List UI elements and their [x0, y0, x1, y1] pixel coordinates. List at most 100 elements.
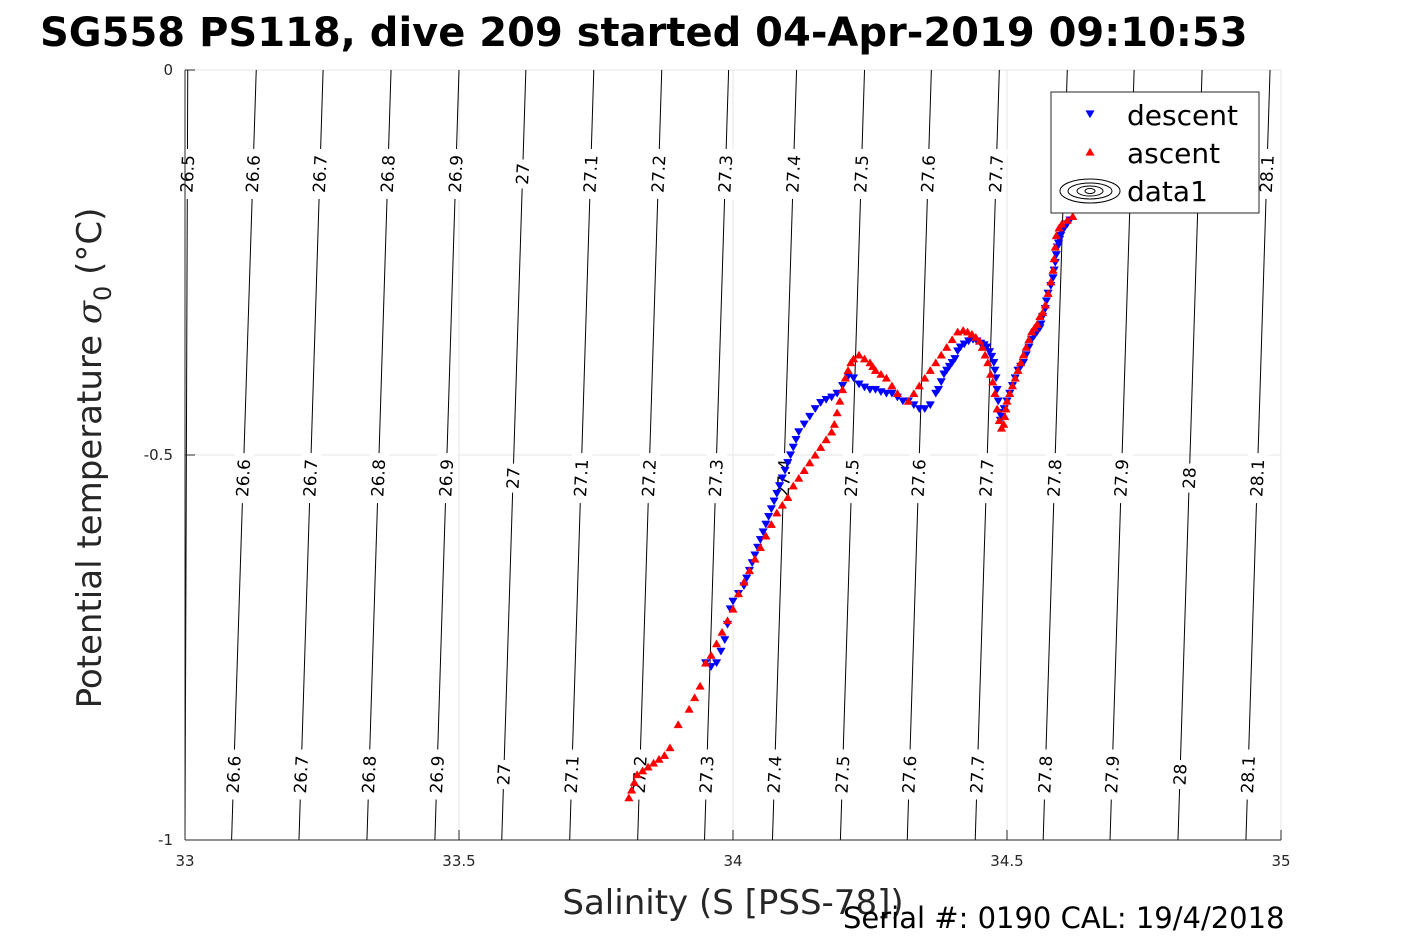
- isopycnal-label: 27.9: [1102, 755, 1124, 794]
- isopycnal-label: 27: [494, 763, 515, 786]
- isopycnal-label: 27.8: [1045, 459, 1067, 498]
- ascent-point: [706, 650, 716, 659]
- isopycnal-label: 27.1: [562, 755, 584, 794]
- isopycnal-label-group: 26.7: [299, 452, 322, 504]
- isopycnal-label-group: 27.1: [560, 749, 584, 801]
- isopycnal-label-group: 26.8: [357, 749, 381, 801]
- ascent-point: [992, 404, 1002, 413]
- descent-point: [947, 358, 957, 367]
- isopycnal-label-background: [840, 452, 864, 504]
- isopycnal-label-background: [366, 452, 390, 504]
- ascent-point: [1001, 404, 1011, 413]
- y-axis-label-unit: (°C): [70, 208, 110, 286]
- ascent-point: [805, 458, 815, 467]
- isopycnal-line-27: [501, 69, 527, 841]
- isopycnal-label-background: [714, 148, 737, 200]
- data-series: [624, 212, 1078, 802]
- ascent-point: [1051, 231, 1061, 240]
- isopycnal-label: 27.1: [581, 155, 603, 194]
- isopycnal-label: 27.3: [706, 459, 728, 498]
- isopycnal-label-group: 27.3: [714, 148, 737, 200]
- ascent-point: [909, 389, 919, 398]
- isopycnal-label-group: 26.7: [308, 148, 332, 200]
- ascent-point: [832, 408, 842, 417]
- isopycnal-label-group: 27: [511, 158, 534, 189]
- descent-point: [777, 474, 787, 483]
- isopycnal-label: 27: [504, 467, 525, 490]
- isopycnal-label: 27: [513, 163, 534, 186]
- ascent-point: [766, 520, 776, 528]
- ascent-point: [695, 681, 705, 690]
- ascent-point: [881, 373, 892, 382]
- descent-point: [914, 405, 924, 414]
- isopycnal-label: 26.6: [233, 459, 255, 498]
- ascent-point: [1013, 366, 1023, 374]
- ascent-point: [958, 325, 968, 334]
- isopycnal-label-background: [299, 452, 322, 504]
- isopycnal-label-group: 27.9: [1100, 749, 1124, 801]
- ascent-point: [1046, 277, 1056, 286]
- ascent-point: [1024, 335, 1034, 344]
- isopycnal-label-group: 27.3: [695, 749, 719, 801]
- isopycnal-label-group: 27: [493, 759, 515, 790]
- descent-point: [942, 366, 952, 375]
- ascent-point: [1043, 289, 1053, 297]
- ascent-point: [843, 366, 853, 374]
- isopycnal-label-group: 27.2: [637, 452, 661, 504]
- isopycnal-label-group: 27.6: [916, 148, 940, 200]
- isopycnal-label: 26.7: [300, 459, 322, 498]
- isopycnal-label-background: [763, 749, 786, 801]
- isopycnal-label-background: [241, 148, 265, 200]
- ascent-point: [632, 770, 642, 779]
- isopycnal-label-background: [434, 452, 458, 504]
- isopycnal-label-group: 26.5: [176, 148, 199, 200]
- ascent-point: [985, 369, 996, 378]
- ascent-point: [673, 720, 683, 729]
- ascent-point: [994, 416, 1004, 424]
- isopycnal-label-group: 27.4: [763, 749, 787, 801]
- ascent-point: [684, 704, 694, 713]
- descent-point: [848, 374, 859, 383]
- isopycnal-label-group: 27.6: [898, 749, 921, 801]
- ascent-point: [947, 335, 957, 344]
- ascent-point: [755, 543, 766, 552]
- isopycnal-label: 27.4: [765, 755, 787, 794]
- ascent-point: [1040, 300, 1050, 309]
- isopycnal-label-group: 28.1: [1245, 452, 1269, 504]
- descent-point: [939, 370, 949, 379]
- ascent-point: [1027, 327, 1037, 336]
- isopycnal-label: 26.9: [427, 755, 449, 794]
- isopycnal-label-background: [1169, 759, 1191, 790]
- ascent-point: [980, 350, 990, 359]
- ascent-point: [626, 785, 637, 794]
- y-tick-label: -0.5: [144, 446, 173, 464]
- isopycnal-label-group: 27.8: [1033, 749, 1057, 801]
- isopycnal-label-group: 27.8: [1043, 452, 1067, 504]
- ascent-point: [936, 350, 946, 359]
- ascent-point: [1002, 396, 1012, 405]
- descent-point: [950, 355, 960, 364]
- isopycnal-label-group: 28.1: [1255, 148, 1279, 200]
- descent-point: [936, 378, 946, 387]
- ascent-point: [772, 508, 782, 517]
- isopycnal-label-group: 27.7: [975, 452, 999, 504]
- ascent-point: [868, 362, 878, 371]
- descent-point: [799, 420, 809, 429]
- descent-point: [758, 528, 768, 537]
- ascent-point: [777, 500, 787, 509]
- isopycnal-label-background: [898, 749, 921, 801]
- isopycnal-label-group: 27.1: [569, 452, 593, 504]
- isopycnal-label-background: [1033, 749, 1057, 801]
- ascent-point: [799, 466, 809, 475]
- isopycnal-label: 27.4: [783, 155, 805, 194]
- isopycnal-label-group: 27.2: [647, 148, 670, 200]
- isopycnal-label-background: [308, 148, 332, 200]
- ascent-point: [1005, 389, 1015, 398]
- y-axis-label: Potential temperature σ0 (°C): [70, 208, 117, 709]
- isopycnal-label: 26.5: [177, 155, 199, 194]
- ascent-point: [829, 419, 840, 428]
- descent-point: [953, 347, 963, 356]
- isopycnal-label-group: 27.5: [831, 749, 854, 801]
- isopycnal-label: 26.7: [291, 755, 313, 794]
- isopycnal-label-background: [444, 148, 468, 200]
